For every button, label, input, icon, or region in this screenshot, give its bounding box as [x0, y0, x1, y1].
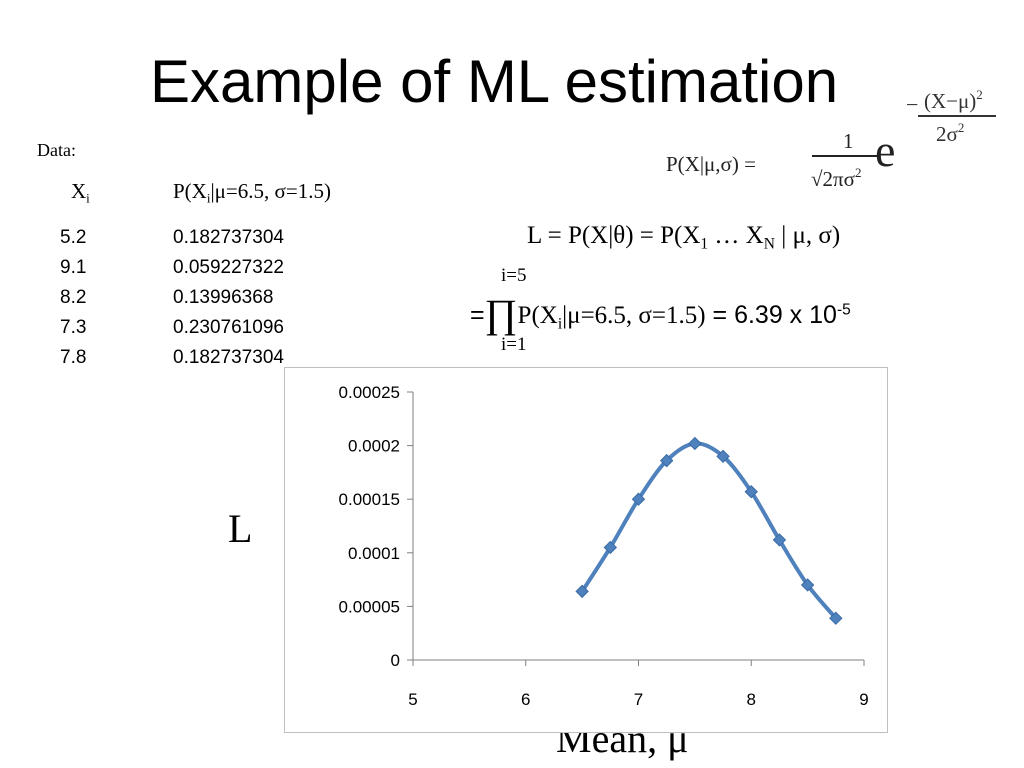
- likelihood-chart: 0 0.00005 0.0001 0.00015 0.0002 0.00025 5 6 7 8 9: [284, 367, 888, 733]
- x-tick-label: 5: [408, 690, 417, 709]
- x-tick-label: 9: [859, 690, 868, 709]
- product-result: = 6.39 x 10: [705, 301, 837, 329]
- formula-denominator: √2πσ2: [811, 165, 861, 191]
- likelihood-product: =∏P(Xi|μ=6.5, σ=1.5) = 6.39 x 10-5: [470, 290, 851, 337]
- y-tick-label: 0.00005: [339, 597, 400, 616]
- p-values-column: 0.182737304 0.059227322 0.13996368 0.230…: [173, 223, 284, 373]
- x-tick-label: 8: [747, 690, 756, 709]
- likelihood-line: [580, 441, 838, 621]
- y-tick-label: 0: [391, 651, 400, 670]
- formula-exp-sign: −: [906, 92, 918, 117]
- x-value: 5.2: [60, 227, 87, 248]
- formula-exp-denominator: 2σ2: [936, 120, 964, 146]
- likelihood-definition: L = P(X|θ) = P(X1 … XN | μ, σ): [527, 222, 841, 253]
- column-header-p-sub: i: [206, 190, 211, 206]
- column-header-x: Xi: [71, 179, 90, 206]
- product-symbol: ∏: [484, 291, 518, 336]
- y-tick-label: 0.00025: [339, 383, 400, 402]
- likelihood-post: | μ, σ): [774, 222, 841, 249]
- data-point-marker: [575, 584, 589, 599]
- data-point-marker: [772, 533, 787, 547]
- formula-lhs: P(X|μ,σ) =: [666, 152, 756, 176]
- product-expr-post: |μ=6.5, σ=1.5): [562, 302, 706, 329]
- y-tick-label: 0.00015: [339, 490, 400, 509]
- data-label: Data:: [37, 140, 76, 160]
- slide-title: Example of ML estimation: [150, 48, 839, 115]
- data-point-marker: [688, 436, 702, 451]
- x-value: 9.1: [60, 257, 87, 278]
- p-value: 0.230761096: [173, 317, 284, 338]
- product-upper-limit: i=5: [501, 265, 527, 286]
- formula-exp-numerator: (X−μ)2: [924, 87, 983, 113]
- likelihood-sub-n: N: [763, 235, 775, 253]
- column-header-x-sub: i: [86, 190, 90, 206]
- p-value: 0.182737304: [173, 347, 284, 368]
- x-value: 7.3: [60, 317, 87, 338]
- data-point-marker: [603, 540, 618, 555]
- x-tick-label: 6: [521, 690, 530, 709]
- x-values-column: 5.2 9.1 8.2 7.3 7.8: [60, 223, 86, 373]
- data-point-marker: [659, 453, 674, 468]
- y-axis-title: L: [228, 506, 253, 551]
- data-point-marker: [829, 611, 843, 625]
- product-expr-pre: P(X: [517, 302, 558, 329]
- formula-numerator: 1: [843, 129, 854, 153]
- data-point-marker: [744, 484, 758, 499]
- data-point-marker: [800, 578, 815, 592]
- formula-e: e: [875, 125, 895, 176]
- product-result-exponent: -5: [836, 301, 851, 319]
- data-point-marker: [716, 449, 730, 464]
- p-value: 0.059227322: [173, 257, 284, 278]
- likelihood-sub-1: 1: [700, 235, 709, 253]
- likelihood-pre: L = P(X|θ) = P(X: [527, 222, 701, 249]
- column-header-p-post: |μ=6.5, σ=1.5): [210, 179, 331, 203]
- product-expr-sub: i: [557, 315, 563, 333]
- p-value: 0.182737304: [173, 227, 284, 248]
- column-header-p: P(Xi|μ=6.5, σ=1.5): [173, 179, 331, 206]
- y-tick-label: 0.0002: [348, 437, 400, 456]
- y-tick-label: 0.0001: [348, 544, 400, 563]
- column-header-p-pre: P(X: [173, 179, 207, 203]
- product-equals: =: [470, 301, 485, 329]
- x-value: 8.2: [60, 287, 87, 308]
- data-point-marker: [631, 492, 646, 506]
- product-lower-limit: i=1: [501, 334, 527, 355]
- x-tick-label: 7: [634, 690, 643, 709]
- x-value: 7.8: [60, 347, 87, 368]
- column-header-x-main: X: [71, 179, 87, 203]
- normal-density-formula: P(X|μ,σ) = 1 √2πσ2 e − (X−μ)2 2σ2: [666, 87, 996, 191]
- p-value: 0.13996368: [173, 287, 274, 308]
- likelihood-mid: … X: [708, 222, 764, 249]
